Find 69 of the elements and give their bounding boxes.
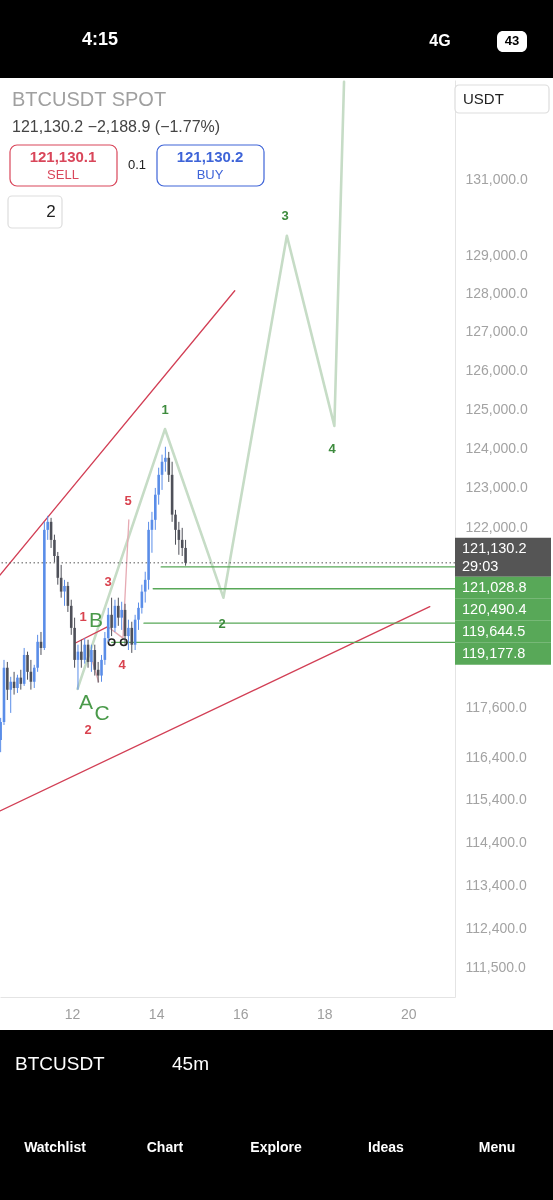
x-tick-label: 16: [232, 1005, 249, 1022]
x-tick-label: 18: [316, 1005, 333, 1022]
text: 29:03: [462, 557, 499, 574]
annotation: 3: [281, 208, 289, 223]
chart-title: BTCUSDT SPOT: [12, 88, 167, 110]
text: Chart: [146, 1139, 184, 1155]
y-tick-label: 113,400.0: [465, 876, 527, 893]
x-tick-label: 12: [64, 1005, 81, 1022]
annotation: 5: [124, 493, 132, 508]
y-tick-label: 125,000.0: [465, 400, 528, 417]
annotation: A: [78, 690, 94, 713]
candlestick: [130, 621, 134, 654]
y-tick-label: 115,400.0: [465, 791, 527, 808]
y-tick-label: 131,000.0: [465, 171, 528, 188]
annotation: 3: [104, 574, 112, 589]
y-tick-label: 117,600.0: [465, 698, 527, 715]
text: BTCUSDT: [15, 1053, 106, 1074]
text: 121,130.2 −2,188.9 (−1.77%): [12, 118, 221, 135]
text: 45m: [172, 1053, 209, 1074]
y-tick-label: 128,000.0: [465, 284, 528, 301]
annotation: 0.1: [127, 157, 147, 172]
data-label: 119,177.8: [462, 644, 526, 661]
y-tick-label: 122,000.0: [465, 519, 528, 536]
text: Watchlist: [24, 1139, 87, 1155]
candlestick: [127, 619, 130, 651]
data-label: 121,028.8: [462, 578, 527, 595]
text: 4:15: [81, 29, 119, 49]
y-tick-label: 111,500.0: [465, 959, 526, 976]
annotation: 121,130.2: [176, 148, 244, 165]
ref-line-label: 121,130.2: [462, 539, 527, 556]
text: 4G: [429, 32, 451, 49]
text: Explore: [250, 1139, 302, 1155]
y-tick-label: 129,000.0: [465, 246, 528, 263]
annotation: C: [94, 701, 110, 724]
text: USDT: [463, 90, 504, 107]
y-tick-label: 126,000.0: [465, 361, 528, 378]
candlestick: [110, 597, 113, 637]
annotation: 2: [46, 202, 56, 221]
annotation: SELL: [47, 167, 79, 182]
annotation: B: [88, 608, 104, 631]
candlestick: [83, 637, 86, 665]
candlestick: [117, 597, 120, 627]
annotation: 4: [118, 657, 127, 672]
y-tick-label: 124,000.0: [465, 439, 528, 456]
candlestick: [90, 644, 93, 673]
candlestick: [9, 676, 13, 714]
text: 43: [504, 33, 520, 48]
y-tick-label: 116,400.0: [465, 749, 527, 766]
candlestick: [80, 639, 83, 669]
candlestick: [63, 579, 66, 607]
data-label: 120,490.4: [462, 600, 527, 617]
y-tick-label: 112,400.0: [465, 920, 527, 937]
x-tick-label: 14: [148, 1005, 165, 1022]
y-tick-label: 127,000.0: [465, 322, 528, 339]
text: Ideas: [368, 1139, 405, 1155]
x-tick-label: 20: [401, 1005, 417, 1022]
annotation: 1: [79, 609, 87, 624]
annotation: 1: [161, 402, 169, 417]
y-tick-label: 114,400.0: [465, 833, 527, 850]
candlestick: [16, 674, 19, 694]
candlestick: [6, 661, 9, 701]
annotation: 4: [328, 441, 337, 456]
annotation: 121,130.1: [29, 148, 97, 165]
annotation: BUY: [196, 167, 224, 182]
annotation: 2: [84, 722, 92, 737]
candlestick: [120, 601, 123, 631]
text: Menu: [478, 1139, 516, 1155]
data-label: 119,644.5: [462, 622, 526, 639]
y-tick-label: 123,000.0: [465, 479, 528, 496]
